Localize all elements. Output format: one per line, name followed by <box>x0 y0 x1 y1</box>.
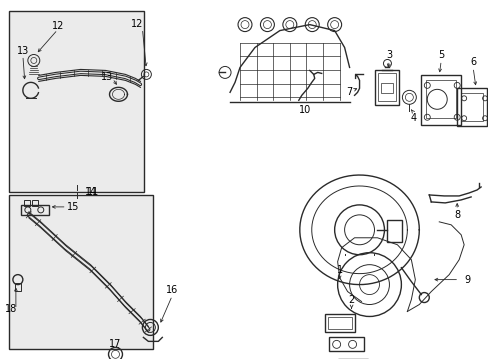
Bar <box>460 93 482 121</box>
Bar <box>324 315 354 332</box>
Bar <box>327 318 351 329</box>
Text: 16: 16 <box>166 284 178 294</box>
Text: 6: 6 <box>469 58 475 67</box>
Text: 9: 9 <box>463 275 469 285</box>
Text: 3: 3 <box>386 50 392 60</box>
Bar <box>9 195 153 349</box>
Text: 4: 4 <box>409 113 416 123</box>
Text: 11: 11 <box>86 187 99 197</box>
Bar <box>378 73 396 101</box>
Bar <box>337 359 367 360</box>
Bar <box>426 80 455 118</box>
Bar <box>24 200 30 206</box>
Bar <box>21 205 49 215</box>
Text: 7: 7 <box>346 87 352 97</box>
Text: 12: 12 <box>131 19 143 28</box>
Text: 10: 10 <box>298 105 310 115</box>
Text: 2: 2 <box>348 294 354 305</box>
Bar <box>15 283 21 291</box>
Text: 14: 14 <box>84 187 97 197</box>
Text: 18: 18 <box>5 305 17 315</box>
Bar <box>421 75 460 125</box>
Text: 5: 5 <box>437 50 444 60</box>
Text: 1: 1 <box>336 265 342 275</box>
Bar <box>375 71 399 105</box>
Text: 17: 17 <box>109 339 122 349</box>
Text: 8: 8 <box>453 210 459 220</box>
Bar <box>456 88 486 126</box>
Bar <box>328 337 363 351</box>
Bar <box>32 200 38 206</box>
Text: 12: 12 <box>51 21 64 31</box>
Bar <box>386 220 402 242</box>
Text: 13: 13 <box>101 72 113 82</box>
Bar <box>381 84 393 93</box>
Bar <box>9 11 144 192</box>
Text: 15: 15 <box>66 202 79 212</box>
Text: 13: 13 <box>17 45 29 55</box>
